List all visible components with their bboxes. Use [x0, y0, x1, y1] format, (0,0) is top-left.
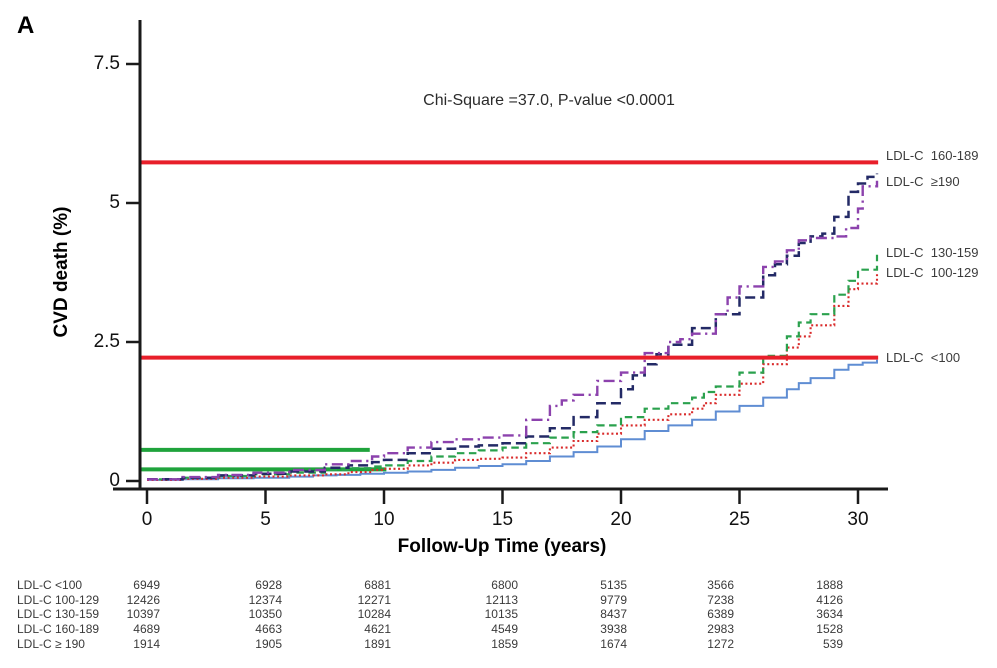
curve-ldl-130-159: [147, 254, 879, 481]
risk-count: 10135: [484, 607, 518, 621]
x-tick-label: 0: [141, 509, 153, 530]
x-tick-label: 15: [491, 509, 514, 530]
risk-count: 4621: [364, 622, 391, 636]
risk-row-label: LDL-C ≥ 190: [17, 637, 85, 651]
curve-label-ldl-under-100: LDL-C <100: [886, 350, 961, 365]
risk-row-label: LDL-C 130-159: [17, 607, 100, 621]
curve-ldl-160-189: [147, 173, 879, 481]
risk-count: 12113: [485, 593, 518, 607]
x-tick-label: 30: [847, 509, 869, 530]
risk-count: 10397: [126, 607, 160, 621]
risk-count: 8437: [600, 607, 627, 621]
curve-ldl-ge-190: [147, 180, 879, 481]
x-tick-label: 10: [373, 509, 395, 530]
risk-count: 1528: [816, 622, 843, 636]
risk-count: 3566: [707, 578, 734, 592]
risk-count: 1891: [364, 637, 391, 651]
risk-count: 6881: [364, 578, 391, 592]
risk-count: 1888: [816, 578, 843, 592]
y-tick-label: 0: [109, 470, 120, 491]
curve-ldl-100-129: [147, 274, 879, 481]
risk-count: 12426: [126, 593, 160, 607]
risk-count: 12374: [248, 593, 282, 607]
risk-count: 6800: [491, 578, 518, 592]
risk-count: 4689: [133, 622, 160, 636]
risk-count: 5135: [600, 578, 627, 592]
curve-ldl-under-100: [147, 359, 878, 481]
risk-count: 3938: [600, 622, 627, 636]
x-tick-label: 25: [728, 509, 751, 530]
risk-count: 4549: [491, 622, 518, 636]
risk-count: 6389: [707, 607, 734, 621]
risk-row-label: LDL-C 100-129: [17, 593, 100, 607]
curve-label-ldl-130-159: LDL-C 130-159: [886, 245, 979, 260]
risk-count: 4126: [816, 593, 843, 607]
x-tick-label: 20: [610, 509, 632, 530]
x-axis-title: Follow-Up Time (years): [397, 536, 607, 557]
curve-label-ldl-160-189: LDL-C 160-189: [886, 148, 979, 163]
x-tick-label: 5: [260, 509, 271, 530]
curve-label-ldl-ge-190: LDL-C ≥190: [886, 174, 960, 189]
risk-row-label: LDL-C <100: [17, 578, 83, 592]
panel-label: A: [17, 12, 35, 39]
risk-count: 10284: [357, 607, 391, 621]
risk-count: 3634: [816, 607, 843, 621]
y-axis-title: CVD death (%): [51, 206, 72, 338]
risk-count: 2983: [707, 622, 734, 636]
risk-count: 12271: [357, 593, 391, 607]
risk-count: 1914: [133, 637, 160, 651]
risk-count: 4663: [255, 622, 282, 636]
risk-count: 6949: [133, 578, 160, 592]
y-tick-label: 2.5: [93, 331, 120, 352]
risk-count: 1859: [491, 637, 518, 651]
risk-count: 10350: [248, 607, 282, 621]
risk-count: 1272: [707, 637, 734, 651]
y-tick-label: 5: [109, 192, 120, 213]
risk-count: 1674: [600, 637, 627, 651]
y-tick-label: 7.5: [93, 53, 120, 74]
risk-row-label: LDL-C 160-189: [17, 622, 100, 636]
risk-count: 1905: [255, 637, 282, 651]
risk-count: 6928: [255, 578, 282, 592]
curve-label-ldl-100-129: LDL-C 100-129: [886, 265, 979, 280]
risk-count: 539: [822, 637, 843, 651]
risk-count: 9779: [600, 593, 627, 607]
risk-count: 7238: [707, 593, 734, 607]
chi-square-annotation: Chi-Square =37.0, P-value <0.0001: [423, 92, 675, 109]
